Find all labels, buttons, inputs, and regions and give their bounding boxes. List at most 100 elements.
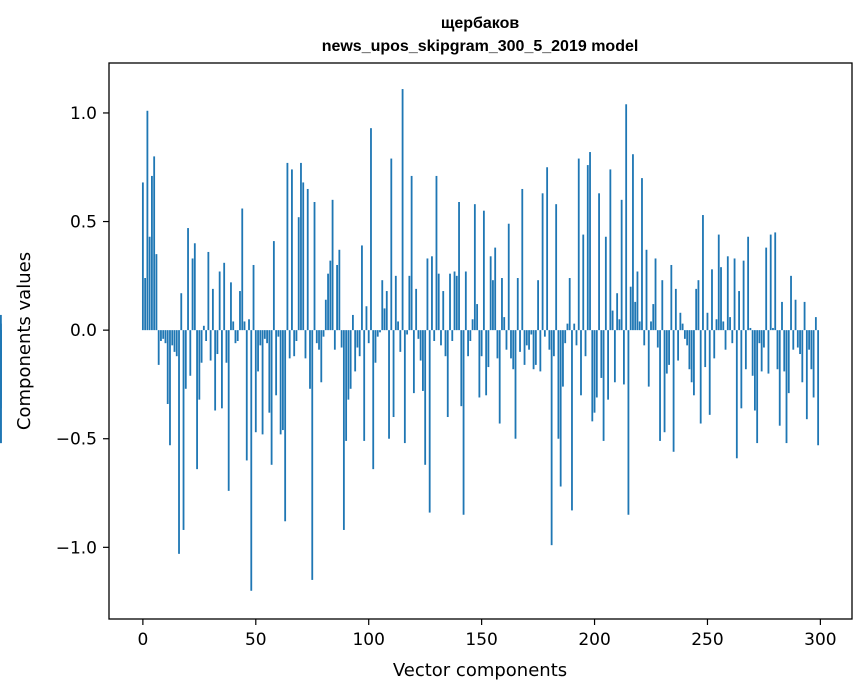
bar xyxy=(218,271,221,331)
bar xyxy=(555,204,558,331)
bar xyxy=(178,330,180,554)
y-tick-label: −0.5 xyxy=(56,430,97,450)
bar xyxy=(469,330,472,341)
bar xyxy=(284,330,287,522)
bar xyxy=(634,301,637,331)
bar xyxy=(505,330,508,350)
bar xyxy=(254,330,257,433)
bar xyxy=(814,317,817,331)
bar xyxy=(390,158,393,331)
bar xyxy=(627,330,630,515)
bar xyxy=(261,330,264,435)
bar xyxy=(241,208,244,331)
bar xyxy=(367,330,370,344)
bar xyxy=(460,330,463,407)
bar xyxy=(232,321,235,331)
bar xyxy=(234,330,237,344)
bar xyxy=(410,175,413,331)
bar xyxy=(148,236,151,331)
bar xyxy=(200,330,203,363)
x-axis-ticks: 0 50 100 150 200 250 300 xyxy=(137,619,837,650)
bar xyxy=(442,291,445,331)
bar xyxy=(539,330,542,372)
bar xyxy=(467,330,469,357)
bar xyxy=(679,312,682,331)
bar xyxy=(557,330,560,439)
bar xyxy=(785,330,788,444)
bar xyxy=(708,330,711,415)
bar xyxy=(372,330,375,470)
bar xyxy=(302,182,305,331)
bar xyxy=(453,271,456,331)
bar xyxy=(268,330,271,413)
bar xyxy=(189,330,192,376)
bar xyxy=(722,321,725,331)
x-tick-label: 200 xyxy=(578,630,610,650)
bar xyxy=(534,330,537,365)
bar xyxy=(604,236,607,331)
bar xyxy=(575,330,578,346)
bar-series xyxy=(0,89,820,591)
bar xyxy=(191,258,194,331)
bar xyxy=(496,330,499,359)
bar xyxy=(173,330,176,352)
bar xyxy=(769,234,772,331)
chart-title-line-2: news_upos_skipgram_300_5_2019 model xyxy=(322,38,639,55)
bar xyxy=(801,330,804,383)
bar xyxy=(315,330,318,344)
bar xyxy=(379,330,381,333)
y-axis-ticks: −1.0 −0.5 0.0 0.5 1.0 xyxy=(56,104,109,558)
bar xyxy=(724,330,727,350)
bar xyxy=(661,280,664,331)
bar xyxy=(376,330,379,337)
bar xyxy=(365,306,368,331)
y-tick-label: 1.0 xyxy=(70,104,97,124)
bar xyxy=(318,330,320,350)
x-axis-label: Vector components xyxy=(393,660,567,681)
bar xyxy=(507,223,510,331)
bar xyxy=(345,330,348,441)
bar xyxy=(543,330,546,337)
bar xyxy=(711,269,713,331)
bar xyxy=(279,330,282,435)
bar xyxy=(252,264,255,331)
bar xyxy=(304,330,307,359)
bar xyxy=(306,188,309,331)
bar xyxy=(300,162,302,331)
bar xyxy=(464,271,467,331)
bar xyxy=(166,330,169,404)
bar xyxy=(643,330,646,346)
bar xyxy=(503,317,506,331)
bar xyxy=(417,330,420,339)
bar xyxy=(817,330,820,446)
bar xyxy=(523,330,526,365)
bar xyxy=(763,330,765,348)
bar xyxy=(571,330,573,511)
bar xyxy=(157,330,160,365)
bar xyxy=(331,199,334,331)
bar xyxy=(611,310,614,331)
bar xyxy=(580,330,582,396)
bar xyxy=(293,330,296,357)
bar xyxy=(449,273,451,331)
bar xyxy=(620,199,623,331)
bar xyxy=(225,330,228,363)
bar xyxy=(462,330,465,515)
bar xyxy=(485,330,488,396)
bar xyxy=(440,330,442,346)
bar xyxy=(180,293,183,331)
bar xyxy=(0,314,2,331)
bar xyxy=(623,330,625,385)
bar xyxy=(202,325,205,331)
bar xyxy=(765,247,768,331)
bar xyxy=(625,104,628,331)
bar xyxy=(632,154,634,331)
bar xyxy=(419,330,422,361)
bar xyxy=(187,228,189,331)
y-axis-label: Components values xyxy=(14,252,35,430)
bar xyxy=(451,330,454,341)
bar xyxy=(352,314,354,331)
bar xyxy=(586,165,589,331)
bar xyxy=(383,308,386,331)
bar xyxy=(494,247,497,331)
